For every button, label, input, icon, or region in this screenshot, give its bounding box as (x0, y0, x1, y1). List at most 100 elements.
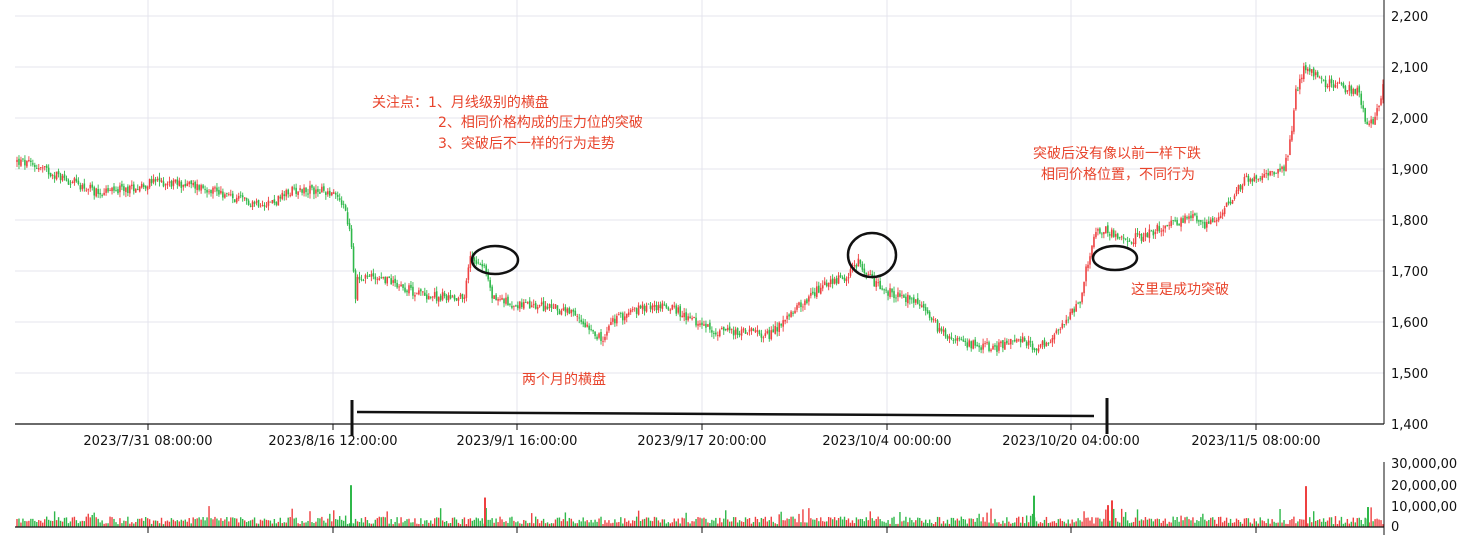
volume-bar (693, 521, 695, 527)
volume-bar (352, 523, 355, 527)
candle-body (1132, 242, 1135, 245)
candle-body (309, 185, 311, 194)
volume-bar (988, 522, 990, 527)
candle-body (1035, 348, 1038, 351)
candle-body (24, 159, 26, 166)
volume-bar (261, 520, 264, 527)
volume-bar (550, 523, 553, 527)
candle-body (210, 189, 212, 194)
price-tick-label: 2,000 (1391, 112, 1428, 127)
candle-body (1134, 233, 1137, 245)
volume-bar (410, 522, 412, 527)
candle-body (1304, 65, 1307, 71)
candle-body (778, 322, 780, 332)
candle-body (861, 263, 864, 270)
volume-bar (829, 517, 832, 527)
candle-body (742, 328, 745, 331)
candle-body (16, 159, 18, 162)
candle-body (93, 187, 96, 196)
volume-bar (566, 521, 569, 527)
volume-bar (798, 513, 800, 527)
candle-body (507, 296, 509, 306)
candle-body (313, 187, 315, 195)
volume-bar (441, 520, 444, 527)
volume-bar (1168, 521, 1170, 527)
candle-body (402, 284, 404, 288)
candle-body (952, 340, 955, 341)
candle-body (206, 189, 208, 193)
annotation-breakout: 这里是成功突破 (1131, 281, 1229, 298)
candle-body (835, 278, 838, 284)
candle-body (643, 305, 646, 312)
volume-bar (905, 516, 907, 527)
candle-body (718, 330, 721, 337)
volume-bar (1332, 524, 1335, 527)
candle-body (372, 273, 375, 277)
candle-body (1188, 216, 1190, 219)
candle-body (71, 182, 74, 184)
candle-body (109, 190, 111, 192)
volume-bar (1120, 508, 1123, 527)
candle-body (220, 190, 222, 194)
candle-body (1269, 171, 1271, 176)
candle-body (1370, 119, 1372, 124)
volume-bar (826, 521, 828, 527)
candle-body (679, 306, 682, 317)
volume-bar (87, 513, 89, 527)
volume-bar (295, 517, 297, 527)
volume-bar (32, 518, 34, 527)
candle-body (1103, 232, 1105, 235)
candle-body (683, 312, 685, 318)
volume-bar (833, 517, 836, 527)
candle-body (1023, 337, 1026, 342)
volume-bar (93, 512, 95, 527)
volume-bar (631, 520, 634, 527)
volume-bar (376, 518, 379, 527)
volume-bar (449, 522, 452, 527)
volume-bar (998, 522, 1000, 527)
volume-bar (241, 518, 244, 527)
candle-body (556, 305, 559, 311)
volume-bar (1025, 515, 1028, 527)
candle-body (327, 191, 329, 195)
volume-bar (69, 521, 72, 527)
volume-bar (331, 521, 333, 527)
candle-body (1168, 224, 1170, 226)
volume-bar (1016, 517, 1018, 527)
volume-bar (91, 515, 93, 527)
volume-bar (461, 519, 464, 527)
volume-bar (889, 523, 891, 527)
volume-bar (408, 518, 410, 527)
candle-body (980, 347, 982, 350)
candle-body (340, 200, 343, 205)
volume-bar (1239, 521, 1242, 527)
candle-body (356, 277, 359, 301)
candle-body (976, 344, 978, 347)
volume-bar (95, 517, 97, 527)
candle-body (392, 280, 394, 283)
volume-bar (204, 520, 206, 527)
candle-body (1231, 200, 1234, 204)
candle-body (1057, 329, 1060, 331)
candle-body (1166, 225, 1169, 227)
volume-bar (1103, 518, 1105, 527)
candle-body (582, 321, 584, 325)
volume-bar (392, 524, 394, 527)
candle-body (424, 292, 426, 296)
candle-body (499, 299, 501, 301)
candle-body (85, 189, 88, 191)
candle-body (174, 179, 177, 182)
candle-body (441, 292, 444, 300)
candle-body (1342, 83, 1345, 88)
axes: 2,200 2,100 2,000 1,900 1,800 1,700 1,600 1,500… (15, 0, 1457, 535)
candle-body (671, 304, 674, 310)
candle-body (625, 313, 628, 318)
candle-body (1071, 308, 1073, 314)
candle-body (51, 174, 54, 176)
candle-body (515, 305, 517, 307)
candle-body (1344, 86, 1347, 93)
volume-bar (614, 519, 616, 527)
candle-body (816, 286, 818, 297)
candle-body (136, 189, 139, 190)
volume-bar (924, 519, 927, 527)
